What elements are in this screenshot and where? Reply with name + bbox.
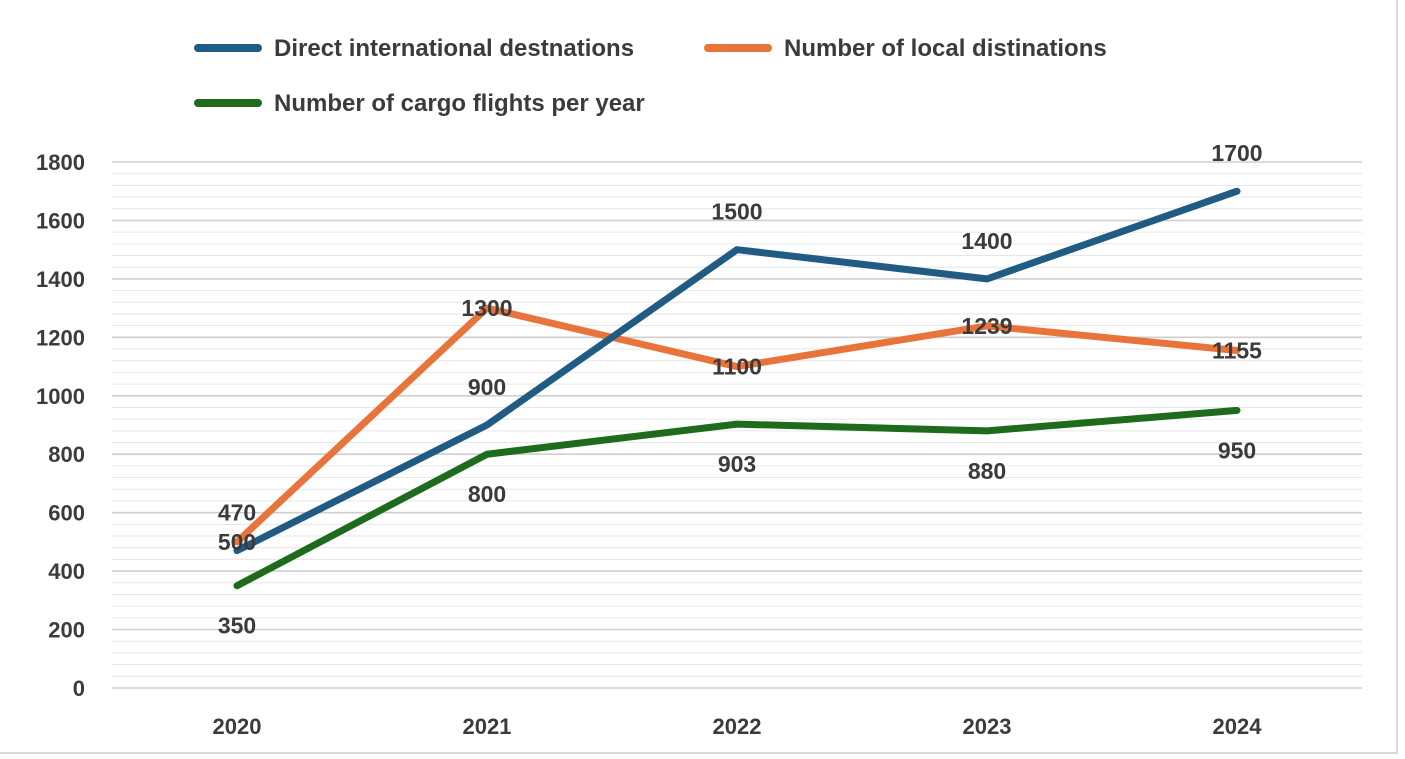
x-tick-label: 2022 [713, 714, 762, 739]
series-line-2 [233, 304, 1241, 546]
series-line-3 [233, 406, 1241, 590]
data-label: 1239 [961, 313, 1012, 339]
y-axis-ticks: 0 200 400 600 800 1000 1200 1400 1600 1800 [36, 150, 85, 701]
y-tick-label: 1000 [36, 384, 85, 409]
grid-lines [112, 161, 1362, 689]
y-tick-label: 1200 [36, 325, 85, 350]
y-tick-label: 1800 [36, 150, 85, 175]
legend-item-2: Number of local distinations [704, 35, 1107, 62]
series-line-1 [233, 187, 1241, 555]
y-tick-label: 400 [48, 559, 85, 584]
legend-label: Direct international destnations [274, 35, 634, 62]
data-label: 950 [1218, 437, 1256, 463]
data-label: 1400 [961, 228, 1012, 254]
data-label: 900 [468, 374, 506, 400]
data-label: 880 [968, 458, 1006, 484]
y-tick-label: 800 [48, 442, 85, 467]
data-label: 1500 [711, 199, 762, 225]
y-tick-label: 1600 [36, 208, 85, 233]
data-label: 1300 [461, 295, 512, 321]
x-axis-ticks: 2020 2021 2022 2023 2024 [213, 714, 1263, 739]
data-label: 903 [718, 451, 756, 477]
x-tick-label: 2020 [213, 714, 262, 739]
series-lines [233, 187, 1241, 590]
data-labels: 470 900 1500 1400 1700 500 1300 1100 1239 1155 350… [218, 140, 1263, 639]
legend-label: Number of local distinations [784, 35, 1107, 62]
data-label: 800 [468, 481, 506, 507]
legend-item-1: Direct international destnations [194, 35, 634, 62]
y-tick-label: 0 [73, 676, 85, 701]
y-tick-label: 1400 [36, 267, 85, 292]
x-tick-label: 2024 [1213, 714, 1263, 739]
x-tick-label: 2021 [463, 714, 512, 739]
data-label: 1100 [712, 354, 762, 380]
legend: Direct international destnations Number o… [194, 35, 1107, 117]
y-tick-label: 600 [48, 501, 85, 526]
data-label: 1155 [1212, 337, 1262, 363]
data-label: 350 [218, 613, 256, 639]
legend-item-3: Number of cargo flights per year [194, 90, 645, 117]
data-label: 500 [218, 529, 256, 555]
data-label: 470 [218, 500, 256, 526]
x-tick-label: 2023 [963, 714, 1012, 739]
data-label: 1700 [1211, 140, 1262, 166]
y-tick-label: 200 [48, 618, 85, 643]
legend-label: Number of cargo flights per year [274, 90, 645, 117]
